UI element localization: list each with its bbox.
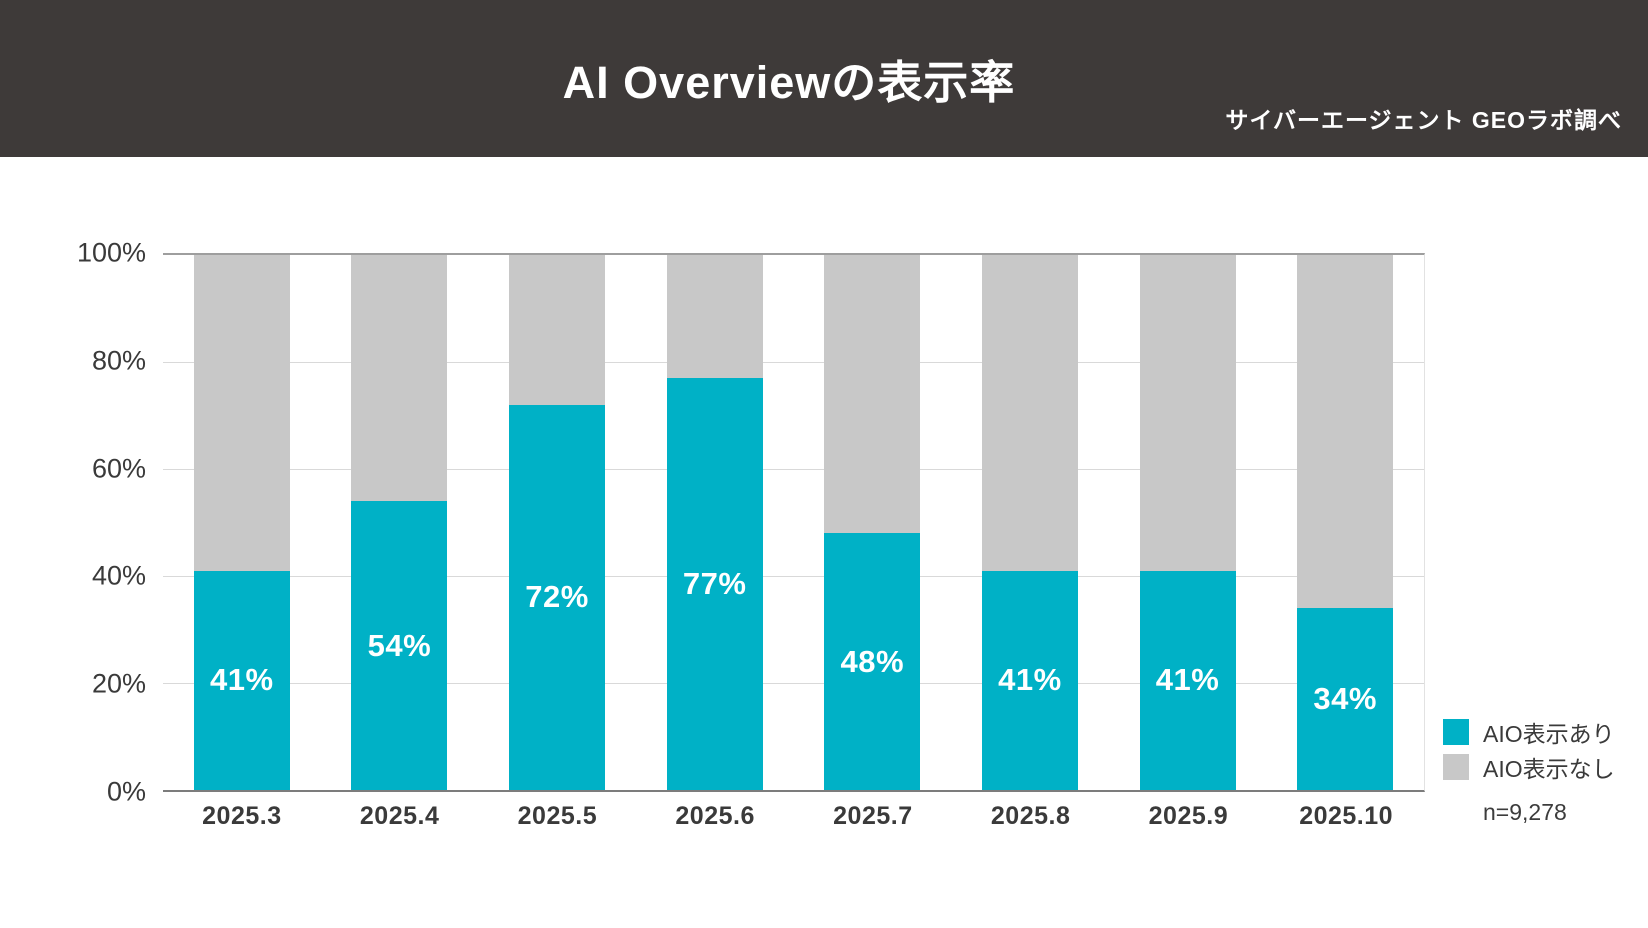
- y-tick-label: 80%: [91, 345, 146, 376]
- legend-label: AIO表示なし: [1483, 755, 1615, 782]
- bar-group: 72%: [478, 255, 636, 790]
- bar-group: 41%: [951, 255, 1109, 790]
- bar-segment-aio-shown: 54%: [351, 501, 448, 790]
- bar-group: 41%: [1109, 255, 1267, 790]
- stacked-bar: 72%: [509, 255, 606, 790]
- bar-segment-aio-none: [193, 255, 290, 571]
- bar-segment-aio-shown: 48%: [824, 533, 921, 790]
- bar-value-label: 41%: [998, 662, 1062, 698]
- bar-segment-aio-none: [509, 255, 606, 405]
- bar-value-label: 48%: [840, 643, 905, 679]
- bar-segment-aio-none: [1297, 255, 1394, 609]
- x-tick-label: 2025.8: [990, 802, 1071, 830]
- gridline: [163, 683, 1424, 684]
- legend-swatch: [1443, 718, 1469, 745]
- y-tick-label: 40%: [91, 560, 146, 591]
- y-tick-label: 60%: [91, 453, 146, 484]
- y-tick-label: 20%: [91, 668, 146, 699]
- bar-group: 54%: [321, 255, 479, 790]
- legend-swatch: [1443, 753, 1469, 780]
- bar-segment-aio-none: [1139, 255, 1236, 571]
- gridline: [163, 576, 1424, 577]
- sample-size-note: n=9,278: [1483, 799, 1567, 825]
- bar-group: 34%: [1266, 255, 1424, 790]
- stacked-bar: 41%: [193, 255, 290, 790]
- x-tick-label: 2025.6: [675, 802, 755, 830]
- bar-segment-aio-shown: 34%: [1297, 608, 1394, 790]
- bar-segment-aio-shown: 77%: [666, 378, 763, 790]
- x-axis-labels: 2025.3 2025.4 2025.5 2025.6 2025.7 2025.8 2025…: [163, 802, 1425, 831]
- legend-label: AIO表示あり: [1483, 720, 1615, 747]
- y-axis-labels: 100% 80% 60% 40% 20% 0%: [0, 238, 146, 807]
- x-tick-label: 2025.7: [833, 802, 913, 830]
- y-tick-label: 0%: [106, 776, 146, 807]
- bar-segment-aio-none: [981, 255, 1078, 571]
- x-tick-label: 2025.10: [1299, 802, 1394, 830]
- bar-value-label: 41%: [1155, 662, 1220, 698]
- bar-series: 41% 54% 72% 77% 48% 41% 41% 34%: [163, 255, 1424, 790]
- bar-value-label: 77%: [682, 566, 747, 602]
- bar-segment-aio-none: [351, 255, 448, 502]
- legend-item: AIO表示なし: [1443, 753, 1615, 782]
- bar-value-label: 54%: [367, 627, 432, 663]
- stacked-bar: 48%: [824, 255, 921, 790]
- stacked-bar: 34%: [1297, 255, 1394, 790]
- source-credit: サイバーエージェント GEOラボ調べ: [1225, 107, 1622, 133]
- gridline: [163, 362, 1424, 363]
- bar-group: 41%: [163, 255, 321, 790]
- bar-segment-aio-shown: 41%: [193, 570, 290, 790]
- plot-area: 41% 54% 72% 77% 48% 41% 41% 34%: [163, 253, 1425, 792]
- bar-group: 77%: [636, 255, 794, 790]
- x-tick-label: 2025.4: [359, 802, 440, 830]
- bar-segment-aio-shown: 41%: [981, 570, 1078, 790]
- bar-group: 48%: [794, 255, 952, 790]
- legend-item: AIO表示あり: [1443, 718, 1615, 747]
- bar-segment-aio-none: [666, 255, 763, 379]
- bar-segment-aio-shown: 41%: [1139, 570, 1236, 790]
- y-tick-label: 100%: [76, 237, 146, 268]
- stacked-bar: 41%: [1139, 255, 1236, 790]
- bar-segment-aio-none: [824, 255, 921, 534]
- page-title: AI Overviewの表示率: [562, 57, 1016, 108]
- legend: AIO表示あり AIO表示なし: [1443, 718, 1615, 788]
- x-tick-label: 2025.9: [1148, 802, 1229, 830]
- bar-segment-aio-shown: 72%: [509, 404, 606, 790]
- x-tick-label: 2025.5: [517, 802, 598, 830]
- bar-value-label: 34%: [1313, 681, 1377, 717]
- x-tick-label: 2025.3: [202, 802, 282, 830]
- stacked-bar: 77%: [666, 255, 763, 790]
- stacked-bar: 41%: [981, 255, 1078, 790]
- stacked-bar: 54%: [351, 255, 448, 790]
- bar-value-label: 72%: [525, 579, 589, 615]
- gridline: [163, 469, 1424, 470]
- bar-value-label: 41%: [210, 662, 274, 698]
- header-bar: AI Overviewの表示率 サイバーエージェント GEOラボ調べ: [0, 0, 1648, 157]
